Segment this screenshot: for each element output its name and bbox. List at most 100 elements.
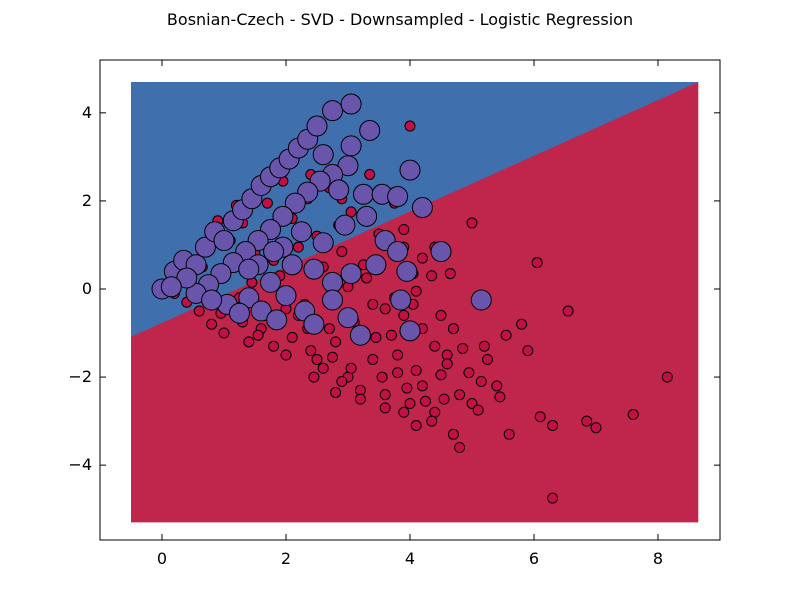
data-point-large <box>194 236 216 258</box>
data-point-small <box>454 442 466 454</box>
data-point-small <box>364 168 376 180</box>
data-point-large <box>272 205 294 227</box>
data-point-small <box>410 285 422 297</box>
data-point-small <box>447 323 459 335</box>
data-point-small <box>376 371 388 383</box>
data-point-large <box>340 263 362 285</box>
data-point-small <box>261 197 273 209</box>
data-point-large <box>337 307 359 329</box>
data-point-large <box>284 192 306 214</box>
data-point-small <box>416 252 428 264</box>
data-point-large <box>399 159 421 181</box>
x-tick-label: 2 <box>281 549 291 568</box>
y-tick-label: −4 <box>68 455 92 474</box>
data-point-small <box>500 329 512 341</box>
data-point-small <box>379 303 391 315</box>
y-tick-label: 4 <box>82 103 92 122</box>
data-point-small <box>444 268 456 280</box>
data-point-large <box>399 320 421 342</box>
data-point-large <box>328 179 350 201</box>
chart-title: Bosnian-Czech - SVD - Downsampled - Logi… <box>167 10 633 29</box>
data-point-small <box>268 340 280 352</box>
data-point-large <box>356 205 378 227</box>
data-point-large <box>430 241 452 263</box>
data-point-large <box>263 241 285 263</box>
data-point-small <box>503 428 515 440</box>
data-point-small <box>398 309 410 321</box>
data-points <box>151 93 673 504</box>
x-tick-label: 4 <box>405 549 415 568</box>
data-point-small <box>367 353 379 365</box>
data-point-large <box>411 197 433 219</box>
data-point-large <box>306 115 328 137</box>
data-point-large <box>303 313 325 335</box>
data-point-large <box>260 271 281 293</box>
data-point-small <box>472 404 484 416</box>
data-point-small <box>426 415 438 427</box>
data-point-small <box>280 349 292 361</box>
data-point-large <box>266 309 288 331</box>
data-point-small <box>435 369 447 381</box>
data-point-large <box>340 135 362 157</box>
data-point-small <box>361 272 373 284</box>
data-point-large <box>229 302 250 324</box>
data-point-small <box>398 406 410 418</box>
data-point-small <box>454 389 466 401</box>
x-tick-label: 6 <box>529 549 539 568</box>
data-point-small <box>330 386 342 398</box>
data-point-small <box>547 492 559 504</box>
data-point-small <box>426 270 438 282</box>
data-point-small <box>379 389 391 401</box>
data-point-small <box>252 329 264 341</box>
data-point-small <box>562 305 574 317</box>
data-point-small <box>420 395 431 407</box>
data-point-small <box>345 362 357 374</box>
data-point-large <box>322 271 343 293</box>
data-point-small <box>330 336 342 348</box>
data-point-small <box>323 323 335 335</box>
data-point-small <box>206 318 218 330</box>
data-point-large <box>359 119 381 141</box>
data-point-small <box>243 336 255 348</box>
y-tick-label: 0 <box>82 279 92 298</box>
y-tick-label: 2 <box>82 191 92 210</box>
data-point-small <box>404 397 416 409</box>
x-tick-label: 8 <box>653 549 663 568</box>
data-point-large <box>470 289 492 311</box>
data-point-small <box>547 420 559 432</box>
axes: 0 2 4 6 8 −4 −2 0 2 4 <box>68 59 721 568</box>
data-point-small <box>354 393 366 405</box>
data-point-large <box>312 144 334 166</box>
data-point-large <box>387 241 409 263</box>
data-point-small <box>590 422 602 434</box>
data-point-small <box>336 375 348 387</box>
data-point-large <box>291 221 312 243</box>
data-point-large <box>201 289 223 311</box>
data-point-large <box>387 186 409 208</box>
data-point-small <box>627 408 639 420</box>
data-point-small <box>581 415 593 427</box>
data-point-large <box>213 230 235 252</box>
data-point-small <box>327 351 338 363</box>
data-point-small <box>466 217 478 229</box>
data-point-small <box>385 329 397 341</box>
data-point-small <box>534 411 546 423</box>
data-point-large <box>365 254 387 276</box>
data-point-small <box>370 331 382 343</box>
data-point-small <box>661 371 673 383</box>
data-point-large <box>340 93 362 115</box>
data-point-large <box>349 324 371 346</box>
data-point-small <box>478 340 490 352</box>
data-point-small <box>392 349 404 361</box>
data-point-small <box>447 428 459 440</box>
data-point-small <box>308 371 320 383</box>
data-point-small <box>435 309 447 321</box>
data-point-large <box>334 214 356 236</box>
data-point-small <box>404 120 416 132</box>
data-point-small <box>218 327 230 339</box>
data-point-small <box>463 367 475 379</box>
data-point-large <box>322 100 343 122</box>
data-point-small <box>441 358 453 370</box>
data-point-small <box>466 397 478 409</box>
data-point-small <box>292 241 304 253</box>
